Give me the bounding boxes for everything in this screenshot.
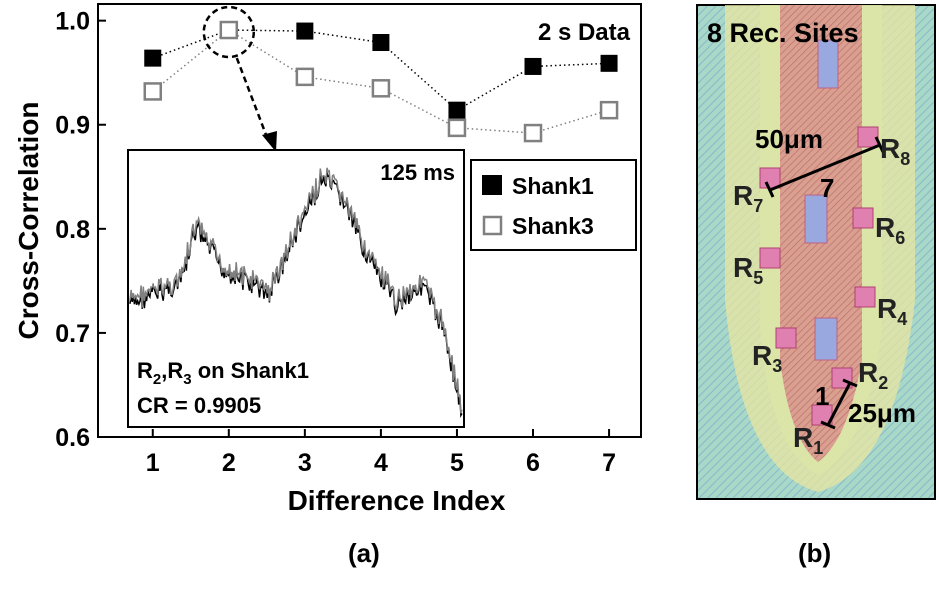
site-letter: R: [752, 340, 772, 371]
x-tick-label: 6: [526, 449, 540, 477]
scale-label: 7: [820, 173, 834, 203]
x-tick-label: 3: [298, 449, 312, 477]
y-tick-label: 1.0: [55, 8, 90, 36]
scale-bar: [874, 136, 885, 153]
sites: [759, 126, 879, 426]
site-index: 2: [878, 373, 888, 393]
trace: [129, 167, 463, 414]
marker: [144, 49, 162, 67]
pad: [814, 317, 838, 361]
inset-cr: CR = 0.9905: [137, 393, 261, 418]
inset-label: R2,R3 on Shank1: [137, 358, 309, 388]
inset-label-part: 3: [183, 371, 191, 388]
x-tick-label: 7: [602, 449, 616, 477]
site-letter: R: [793, 422, 813, 453]
site-letter: R: [880, 133, 900, 164]
x-axis-label: Difference Index: [288, 485, 506, 516]
site-index: 4: [897, 309, 907, 329]
legend-marker: [482, 175, 502, 195]
site-letter: R: [733, 180, 753, 211]
site-label: R3: [752, 340, 782, 376]
x-tick-label: 1: [146, 449, 160, 477]
site-index: 8: [900, 149, 910, 169]
marker: [371, 79, 391, 98]
marker: [143, 82, 163, 101]
inset-label-part: ,R: [161, 358, 183, 383]
site-label: R2: [858, 357, 888, 393]
x-tick-label: 5: [450, 449, 464, 477]
site-letter: R: [858, 357, 878, 388]
scale-bar: [764, 181, 775, 198]
site-label: R1: [793, 422, 823, 458]
marker: [372, 34, 390, 52]
scale-bar: [820, 420, 836, 430]
scale-bar: [769, 143, 881, 192]
pad: [817, 39, 839, 89]
arrow-head: [262, 131, 277, 152]
panel-b-title: 8 Rec. Sites: [707, 18, 859, 48]
site-index: 7: [753, 196, 763, 216]
site-index: 5: [753, 268, 763, 288]
marker: [447, 118, 467, 138]
marker: [296, 22, 314, 40]
pad: [804, 194, 828, 244]
scale-label: 25μm: [848, 398, 916, 428]
marker: [295, 67, 315, 87]
highlight: [202, 5, 256, 59]
site-letter: R: [733, 252, 753, 283]
scale-label: 1: [815, 381, 829, 411]
scale-label: 50μm: [755, 124, 823, 154]
site-index: 6: [895, 228, 905, 248]
scale-bar: [826, 382, 852, 426]
x-tick-label: 4: [374, 449, 388, 477]
y-tick-label: 0.7: [55, 320, 90, 348]
marker: [219, 20, 239, 40]
inset-box: [127, 149, 465, 428]
marker: [523, 123, 543, 143]
marker: [448, 101, 466, 119]
y-axis-label: Cross-Correlation: [13, 101, 44, 339]
site-label: R6: [875, 212, 905, 248]
panel-label: (b): [798, 538, 831, 568]
site-index: 3: [772, 356, 782, 376]
site-label: R5: [733, 252, 763, 288]
marker: [599, 100, 619, 120]
legend-marker: [482, 215, 503, 236]
site-label: R7: [733, 180, 763, 216]
legend-label: Shank1: [512, 173, 594, 199]
site-letter: R: [877, 293, 897, 324]
site-letter: R: [875, 212, 895, 243]
arrow: [235, 57, 270, 141]
panel-b: 8 Rec. Sites 50μm 7 1 25μm (b) R1R2R3R4R…: [696, 4, 936, 568]
x-tick-label: 2: [222, 449, 236, 477]
inset-label-part: 2: [153, 371, 161, 388]
site-label: R4: [877, 293, 907, 329]
legend-label: Shank3: [512, 213, 594, 239]
y-tick-label: 0.8: [55, 216, 90, 244]
marker: [600, 54, 618, 72]
inset-label-part: R: [137, 358, 153, 383]
plot-frame: [97, 3, 642, 438]
plot-a: 0.6 0.7 0.8 0.9 1.0 1 2 3 4 5 6 7 Difference Index Cr…: [13, 3, 642, 568]
chart-title: 2 s Data: [538, 19, 631, 46]
panel-label: (a): [348, 538, 380, 568]
scale-bar: [842, 378, 858, 388]
inset-label-part: on Shank1: [192, 358, 309, 383]
inset-duration: 125 ms: [380, 160, 455, 185]
site-index: 1: [813, 438, 823, 458]
site-label: R8: [880, 133, 910, 169]
y-tick-label: 0.6: [55, 424, 90, 452]
marker: [524, 57, 542, 75]
y-tick-label: 0.9: [55, 112, 90, 140]
